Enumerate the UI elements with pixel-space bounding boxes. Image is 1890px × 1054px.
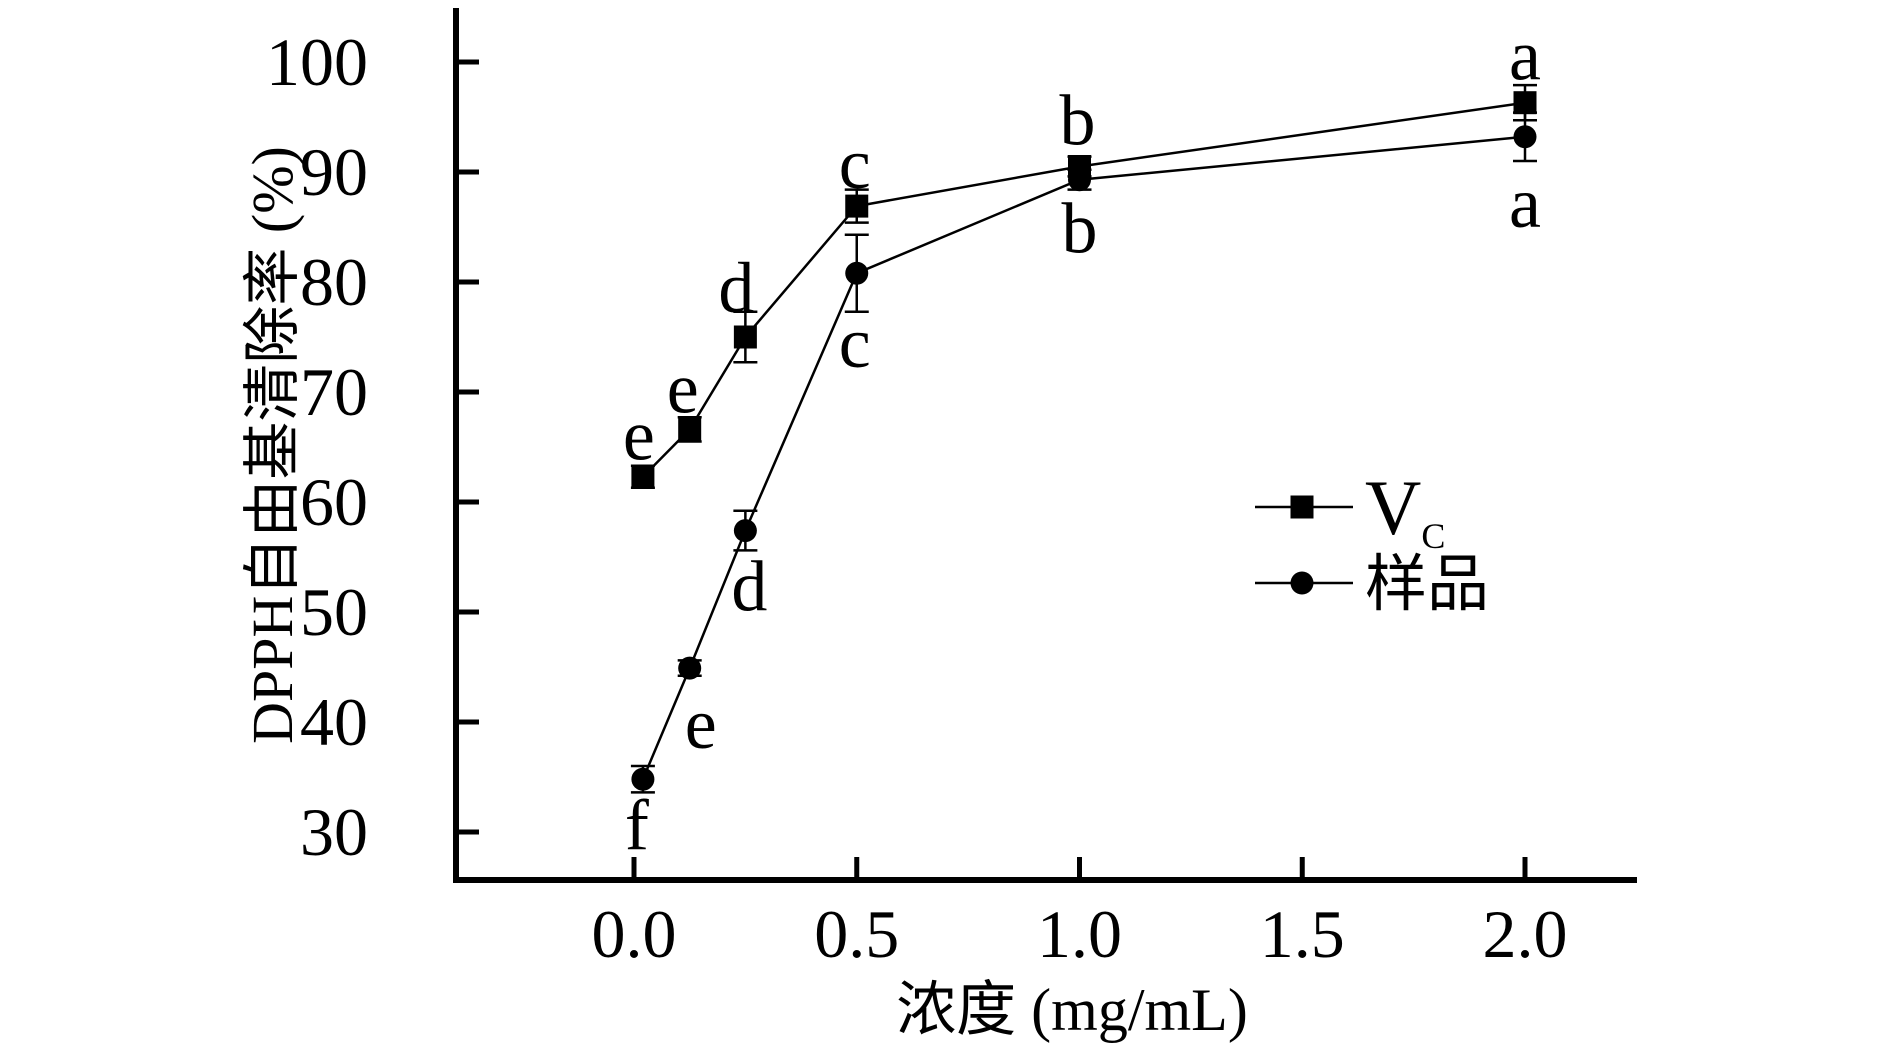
significance-letter: a [1509, 163, 1541, 243]
data-point-circle-icon [845, 261, 869, 285]
significance-letter: f [625, 785, 649, 865]
significance-letter: e [685, 684, 717, 764]
significance-letter: d [718, 248, 754, 328]
legend-square-icon [1290, 495, 1314, 519]
y-tick-label: 40 [300, 684, 368, 760]
legend-label-main: V [1365, 464, 1421, 551]
data-point-circle-icon [678, 656, 702, 680]
y-tick-label: 90 [300, 134, 368, 210]
x-tick-label: 0.0 [592, 896, 677, 972]
significance-letter: d [731, 547, 767, 627]
x-tick-label: 2.0 [1483, 896, 1568, 972]
legend-label: VC [1365, 464, 1445, 556]
series-line-sample [641, 135, 1526, 780]
data-point-square-icon [631, 465, 655, 489]
significance-letter: c [839, 124, 871, 204]
significance-letter: c [839, 303, 871, 383]
significance-letter: e [667, 348, 699, 428]
x-tick-label: 0.5 [814, 896, 899, 972]
y-tick-label: 80 [300, 244, 368, 320]
y-tick-label: 100 [266, 24, 368, 100]
data-point-square-icon [845, 194, 869, 218]
data-point-circle-icon [631, 767, 655, 791]
data-point-circle-icon [1068, 168, 1091, 192]
x-tick-label: 1.5 [1260, 896, 1345, 972]
legend-label-subscript: C [1421, 516, 1445, 556]
legend-label: 样品 [1365, 551, 1489, 619]
significance-letter: e [623, 396, 655, 476]
data-point-square-icon [733, 325, 757, 349]
significance-letter: b [1060, 81, 1096, 161]
x-axis-title: 浓度 (mg/mL) [896, 977, 1248, 1043]
legend-label-main: 样品 [1365, 551, 1489, 619]
y-axis-title: DPPH自由基清除率 (%) [240, 146, 305, 744]
x-tick-label: 1.0 [1037, 896, 1122, 972]
y-tick-label: 70 [300, 354, 368, 430]
data-point-square-icon [678, 417, 702, 441]
data-point-circle-icon [733, 519, 757, 543]
data-point-circle-icon [1513, 125, 1537, 149]
y-tick-label: 30 [300, 794, 368, 870]
data-point-square-icon [1513, 91, 1537, 115]
significance-letter: b [1062, 189, 1098, 269]
legend-circle-icon [1290, 571, 1314, 595]
y-tick-label: 60 [300, 464, 368, 540]
significance-letter: a [1509, 16, 1541, 96]
y-tick-label: 50 [300, 574, 368, 650]
